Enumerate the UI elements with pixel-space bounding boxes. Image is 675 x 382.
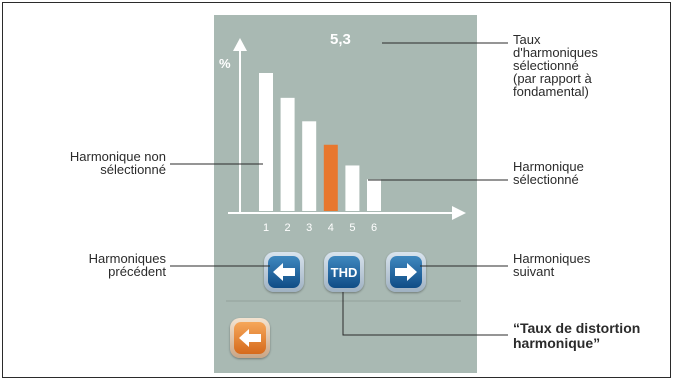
callout-text: sélectionné xyxy=(513,173,584,186)
callout-text: “Taux de distortion xyxy=(513,321,640,336)
callout-previous: Harmoniques précédent xyxy=(20,252,166,278)
callout-text: harmonique” xyxy=(513,336,640,351)
leader-thd xyxy=(343,292,508,335)
callout-harmonic-rate: Taux d'harmoniques sélectionné (par rapp… xyxy=(513,33,598,98)
callout-non-selected: Harmonique non sélectionné xyxy=(20,150,166,176)
callout-text: précédent xyxy=(20,265,166,278)
callout-thd: “Taux de distortion harmonique” xyxy=(513,321,640,351)
callout-text: fondamental) xyxy=(513,85,598,98)
callout-text: suivant xyxy=(513,265,590,278)
callout-next: Harmoniques suivant xyxy=(513,252,590,278)
callout-selected: Harmonique sélectionné xyxy=(513,160,584,186)
callout-text: sélectionné xyxy=(20,163,166,176)
